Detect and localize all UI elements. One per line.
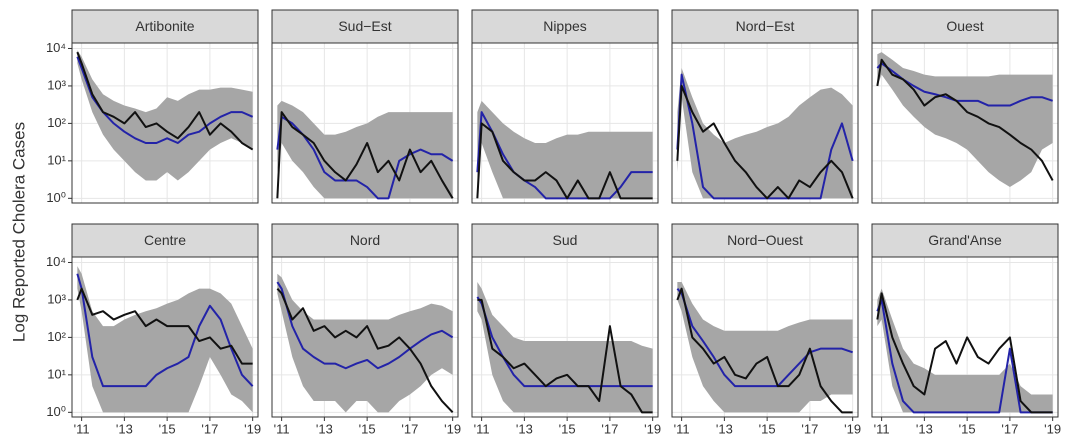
strip — [71, 223, 259, 258]
observed-line — [76, 287, 253, 365]
x-tick-label: '15 — [159, 421, 176, 436]
y-tick-label: 10³ — [47, 291, 66, 306]
facet-title: Sud — [553, 232, 578, 248]
panel-border — [271, 42, 459, 204]
x-tick-label: '15 — [959, 421, 976, 436]
panel-border — [871, 256, 1059, 418]
facet-title: Sud−Est — [338, 18, 391, 34]
facet-title: Nord−Ouest — [727, 232, 803, 248]
x-tick-label: '11 — [674, 421, 690, 436]
x-tick-label: '19 — [244, 421, 261, 436]
uncertainty-band — [677, 68, 853, 199]
panel-border — [871, 42, 1059, 204]
x-tick-label: '15 — [559, 421, 576, 436]
facet-title: Nord−Est — [736, 18, 795, 34]
y-tick-label: 10² — [47, 115, 66, 130]
x-tick-label: '11 — [274, 421, 290, 436]
x-tick-label: '13 — [916, 421, 933, 436]
observed-line — [276, 287, 454, 414]
strip — [871, 9, 1059, 44]
x-tick-label: '13 — [116, 421, 133, 436]
uncertainty-band — [677, 282, 853, 413]
observed-line — [876, 292, 1053, 414]
x-tick-label: '13 — [716, 421, 733, 436]
x-tick-label: '19 — [644, 421, 661, 436]
facet-title: Nippes — [543, 18, 587, 34]
facet-title: Grand'Anse — [928, 232, 1002, 248]
y-tick-label: 10² — [47, 329, 66, 344]
y-axis-label: Log Reported Cholera Cases — [9, 122, 28, 342]
panel-border — [671, 256, 859, 418]
uncertainty-band — [477, 282, 653, 413]
panel-border — [271, 256, 459, 418]
panel-border — [71, 256, 259, 418]
panel-border — [471, 256, 659, 418]
panel-border — [71, 42, 259, 204]
y-tick-label: 10¹ — [47, 152, 66, 167]
uncertainty-band — [877, 52, 1053, 188]
median-line — [76, 273, 254, 388]
x-tick-label: '17 — [601, 421, 618, 436]
facet-title: Centre — [144, 232, 186, 248]
y-tick-label: 10⁰ — [46, 190, 66, 205]
median-line — [676, 73, 854, 200]
median-line — [676, 287, 853, 388]
y-tick-label: 10¹ — [47, 366, 66, 381]
x-tick-label: '11 — [874, 421, 890, 436]
uncertainty-band — [277, 100, 453, 199]
observed-line — [676, 287, 853, 414]
x-tick-label: '15 — [759, 421, 776, 436]
median-line — [476, 111, 653, 200]
x-tick-label: '19 — [844, 421, 861, 436]
strip — [71, 9, 259, 44]
strip — [471, 9, 659, 44]
observed-line — [477, 298, 653, 414]
facet-title: Ouest — [946, 18, 983, 34]
y-tick-label: 10⁰ — [46, 404, 66, 419]
x-tick-label: '13 — [516, 421, 533, 436]
x-tick-label: '13 — [316, 421, 333, 436]
strip — [471, 223, 659, 258]
x-tick-label: '17 — [401, 421, 418, 436]
uncertainty-band — [77, 266, 253, 413]
facet-title: Artibonite — [135, 18, 194, 34]
y-tick-label: 10⁴ — [46, 40, 66, 55]
y-tick-label: 10⁴ — [46, 254, 66, 269]
strip — [671, 223, 859, 258]
uncertainty-band — [277, 273, 453, 413]
median-line — [476, 296, 653, 388]
x-tick-label: '19 — [1044, 421, 1061, 436]
strip — [271, 223, 459, 258]
x-tick-label: '17 — [201, 421, 218, 436]
panel-border — [471, 42, 659, 204]
observed-line — [676, 84, 854, 200]
x-tick-label: '17 — [801, 421, 818, 436]
strip — [271, 9, 459, 44]
uncertainty-band — [877, 288, 1053, 413]
observed-line — [876, 58, 1054, 181]
x-tick-label: '15 — [359, 421, 376, 436]
observed-line — [276, 111, 454, 199]
x-tick-label: '11 — [74, 421, 90, 436]
x-tick-label: '17 — [1001, 421, 1018, 436]
strip — [871, 223, 1059, 258]
x-tick-label: '19 — [444, 421, 461, 436]
x-tick-label: '11 — [474, 421, 490, 436]
median-line — [276, 281, 454, 370]
median-line — [876, 298, 1053, 414]
y-tick-label: 10³ — [47, 77, 66, 92]
facet-title: Nord — [350, 232, 380, 248]
observed-line — [476, 122, 653, 200]
uncertainty-band — [77, 50, 253, 181]
observed-line — [76, 51, 254, 151]
panel-border — [671, 42, 859, 204]
